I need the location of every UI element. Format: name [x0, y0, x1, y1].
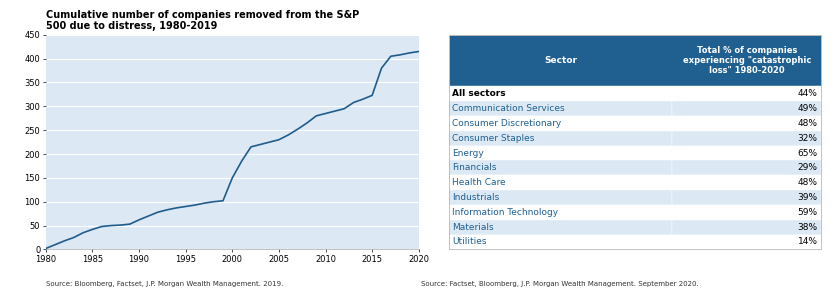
- Bar: [672, 235, 821, 249]
- Text: Materials: Materials: [452, 223, 494, 232]
- Bar: [672, 220, 821, 235]
- Text: 49%: 49%: [798, 104, 818, 113]
- Bar: [672, 101, 821, 116]
- Bar: [449, 220, 672, 235]
- Text: 48%: 48%: [798, 119, 818, 128]
- Text: Total % of companies
experiencing "catastrophic
loss" 1980-2020: Total % of companies experiencing "catas…: [683, 46, 811, 75]
- Text: 29%: 29%: [798, 163, 818, 172]
- Bar: [672, 160, 821, 175]
- Text: 38%: 38%: [797, 223, 818, 232]
- Text: Sector: Sector: [544, 56, 577, 65]
- Bar: [672, 116, 821, 131]
- Text: Communication Services: Communication Services: [452, 104, 565, 113]
- Text: Information Technology: Information Technology: [452, 208, 559, 217]
- Bar: [449, 101, 672, 116]
- Bar: [449, 235, 672, 249]
- Bar: [449, 116, 672, 131]
- Text: 44%: 44%: [798, 89, 818, 98]
- Bar: [449, 160, 672, 175]
- Bar: [449, 131, 672, 146]
- Text: Industrials: Industrials: [452, 193, 500, 202]
- Bar: [449, 146, 672, 160]
- Text: Consumer Discretionary: Consumer Discretionary: [452, 119, 561, 128]
- Text: All sectors: All sectors: [452, 89, 506, 98]
- Text: 65%: 65%: [797, 148, 818, 157]
- Bar: [672, 86, 821, 101]
- Bar: [449, 190, 672, 205]
- Text: 59%: 59%: [797, 208, 818, 217]
- Text: Health Care: Health Care: [452, 178, 506, 187]
- Text: Source: Bloomberg, Factset, J.P. Morgan Wealth Management. 2019.: Source: Bloomberg, Factset, J.P. Morgan …: [46, 281, 284, 287]
- Text: Consumer Staples: Consumer Staples: [452, 134, 535, 143]
- Bar: [449, 205, 672, 220]
- Bar: [672, 146, 821, 160]
- Text: Energy: Energy: [452, 148, 484, 157]
- Text: Cumulative number of companies removed from the S&P
500 due to distress, 1980-20: Cumulative number of companies removed f…: [46, 10, 359, 31]
- Text: Source: Factset, Bloomberg, J.P. Morgan Wealth Management. September 2020.: Source: Factset, Bloomberg, J.P. Morgan …: [421, 281, 699, 287]
- Bar: [672, 175, 821, 190]
- Text: Utilities: Utilities: [452, 238, 487, 246]
- Bar: [449, 35, 821, 86]
- Text: 39%: 39%: [797, 193, 818, 202]
- Text: Financials: Financials: [452, 163, 497, 172]
- Bar: [449, 175, 672, 190]
- Text: 32%: 32%: [798, 134, 818, 143]
- Text: 14%: 14%: [798, 238, 818, 246]
- Bar: [672, 205, 821, 220]
- Bar: [672, 131, 821, 146]
- Text: 48%: 48%: [798, 178, 818, 187]
- Bar: [449, 86, 672, 101]
- Bar: [672, 190, 821, 205]
